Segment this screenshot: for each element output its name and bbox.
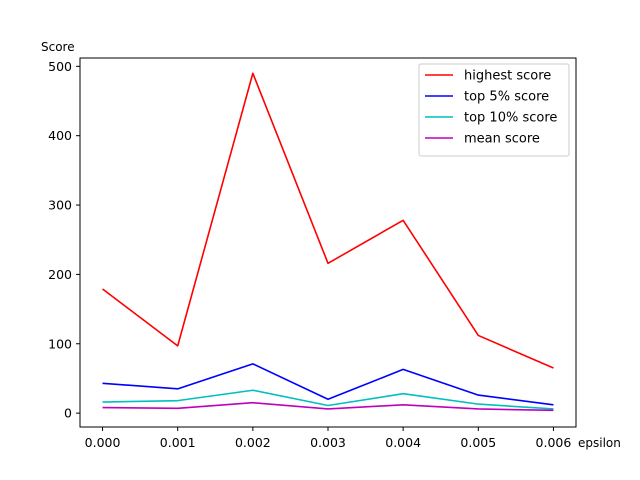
series-line-highest-score xyxy=(102,72,554,369)
x-tick-label: 0.005 xyxy=(460,435,496,450)
series-line-top-5-score xyxy=(102,363,554,406)
legend-entry-label: mean score xyxy=(464,132,540,147)
x-tick-label: 0.003 xyxy=(310,435,346,450)
y-tick-label: 500 xyxy=(48,59,72,74)
y-axis-label: Score xyxy=(41,40,75,54)
x-tick-label: 0.006 xyxy=(536,435,572,450)
y-tick-label: 400 xyxy=(48,128,72,143)
legend: highest score top 5% score top 10% score me… xyxy=(418,63,570,157)
y-tick-label: 0 xyxy=(64,406,72,421)
x-tick-label: 0.004 xyxy=(385,435,421,450)
series-line-mean-score xyxy=(102,401,554,412)
legend-entry-label: highest score xyxy=(464,69,551,84)
legend-box xyxy=(418,63,570,157)
x-axis: 0.000 0.001 0.002 0.003 0.004 0.005 0.006 xyxy=(85,427,572,450)
y-axis: 0 100 200 300 400 500 xyxy=(48,59,80,421)
y-tick-label: 200 xyxy=(48,267,72,282)
legend-entry-label: top 5% score xyxy=(464,90,549,105)
series-line-top-10-score xyxy=(102,389,554,410)
series-layer xyxy=(102,72,554,412)
x-axis-label: epsilon xyxy=(578,436,621,450)
y-tick-label: 100 xyxy=(48,336,72,351)
y-tick-label: 300 xyxy=(48,198,72,213)
x-tick-label: 0.002 xyxy=(235,435,271,450)
x-tick-label: 0.000 xyxy=(85,435,121,450)
x-tick-label: 0.001 xyxy=(160,435,196,450)
legend-entry-label: top 10% score xyxy=(464,111,557,126)
